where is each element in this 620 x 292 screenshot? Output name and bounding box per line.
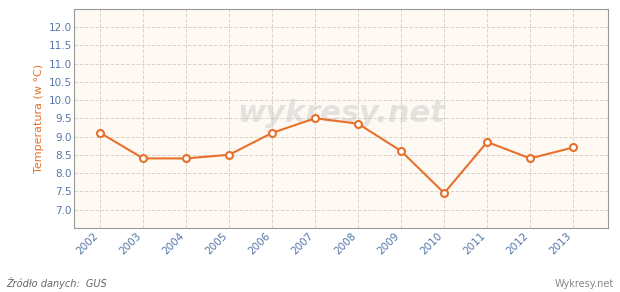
Y-axis label: Temperatura (w °C): Temperatura (w °C) <box>34 64 44 173</box>
Text: Źródło danych:  GUS: Źródło danych: GUS <box>6 277 107 289</box>
Text: Wykresy.net: Wykresy.net <box>554 279 614 289</box>
Text: wykresy.net: wykresy.net <box>237 99 445 128</box>
